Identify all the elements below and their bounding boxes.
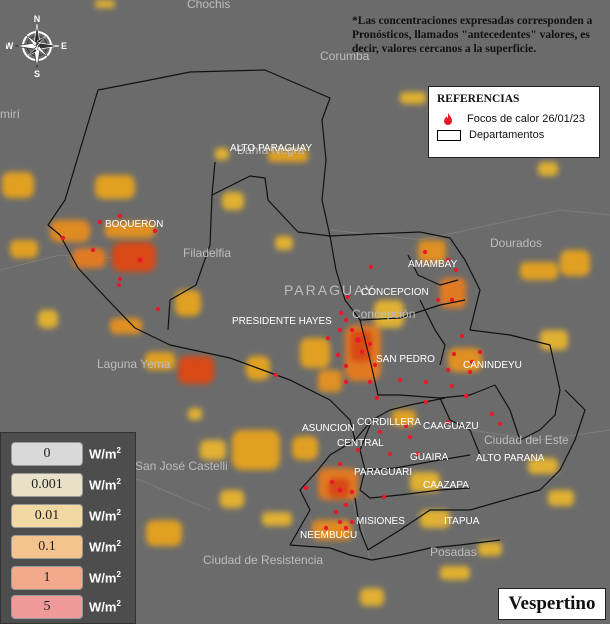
- place-paraguay: PARAGUAY: [284, 282, 376, 298]
- place-resistencia: Ciudad de Resistencia: [203, 553, 323, 567]
- basemap-labels: Chochis Corumba mirí Bahía Negra Filadel…: [0, 0, 569, 567]
- legend-unit-1: W/m2: [89, 477, 121, 493]
- legend-unit-3: W/m2: [89, 539, 121, 555]
- legend-level-4: 1: [11, 566, 83, 590]
- dept-guaira: GUAIRA: [410, 452, 449, 463]
- dept-asuncion: ASUNCION: [302, 423, 355, 434]
- legend-level-3: 0.1: [11, 535, 83, 559]
- legend-level-1: 0.001: [11, 473, 83, 497]
- references-box: REFERENCIAS Focos de calor 26/01/23 Depa…: [428, 86, 600, 158]
- dept-alto-paraguay: ALTO PARAGUAY: [230, 143, 312, 154]
- compass-e: E: [61, 41, 67, 51]
- dept-central: CENTRAL: [337, 438, 384, 449]
- place-mirim: mirí: [0, 107, 21, 121]
- dept-boqueron: BOQUERON: [105, 219, 163, 230]
- place-ciudad-del-este: Ciudad del Este: [484, 433, 569, 447]
- reference-fire-label: Focos de calor 26/01/23: [467, 113, 586, 125]
- place-concepcion: Concepción: [352, 307, 415, 321]
- fire-icon: [437, 113, 459, 125]
- place-corumba: Corumba: [320, 49, 370, 63]
- place-chochis: Chochis: [187, 0, 230, 11]
- legend-level-2: 0.01: [11, 504, 83, 528]
- dept-itapua: ITAPUA: [444, 516, 480, 527]
- place-laguna-yema: Laguna Yema: [97, 357, 171, 371]
- dept-neembucu: NEEMBUCU: [300, 530, 357, 541]
- place-san-jose-castelli: San José Castelli: [135, 459, 228, 473]
- place-dourados: Dourados: [490, 236, 542, 250]
- reference-departments: Departamentos: [437, 127, 591, 143]
- legend-level-0: 0: [11, 442, 83, 466]
- dept-alto-parana: ALTO PARANA: [476, 453, 545, 464]
- dept-presidente-hayes: PRESIDENTE HAYES: [232, 316, 332, 327]
- dept-concepcion: CONCEPCION: [361, 287, 429, 298]
- department-swatch: [437, 129, 461, 141]
- reference-departments-label: Departamentos: [469, 129, 545, 141]
- legend-unit-0: W/m2: [89, 446, 121, 462]
- dept-cordillera: CORDILLERA: [357, 417, 421, 428]
- dept-misiones: MISIONES: [356, 516, 405, 527]
- dept-paraguari: PARAGUARI: [354, 467, 412, 478]
- department-labels: ALTO PARAGUAY BOQUERON PRESIDENTE HAYES …: [105, 143, 545, 541]
- place-posadas: Posadas: [430, 545, 477, 559]
- dept-caazapa: CAAZAPA: [423, 480, 469, 491]
- compass-s: S: [34, 69, 40, 78]
- legend-unit-4: W/m2: [89, 570, 121, 586]
- fire-hotspots: [60, 213, 503, 531]
- legend-unit-2: W/m2: [89, 508, 121, 524]
- dept-amambay: AMAMBAY: [408, 259, 458, 270]
- dept-san-pedro: SAN PEDRO: [376, 354, 435, 365]
- compass-rose: N S W E: [5, 12, 68, 79]
- forecast-note: *Las concentraciones expresadas correspo…: [352, 15, 593, 55]
- place-bahia-negra: Bahía Negra: [237, 143, 305, 157]
- period-label: Vespertino: [498, 588, 606, 620]
- compass-w: W: [6, 41, 14, 51]
- legend-level-5: 5: [11, 595, 83, 619]
- heat-layer: [2, 0, 590, 606]
- compass-n: N: [34, 14, 41, 24]
- dept-caaguazu: CAAGUAZU: [423, 421, 479, 432]
- department-boundaries: [47, 69, 586, 561]
- references-title: REFERENCIAS: [437, 93, 520, 105]
- dept-canindeyu: CANINDEYU: [463, 360, 522, 371]
- reference-fire: Focos de calor 26/01/23: [437, 111, 591, 127]
- power-legend: 0 W/m2 0.001 W/m2 0.01 W/m2 0.1 W/m2 1 W…: [0, 432, 136, 624]
- legend-unit-5: W/m2: [89, 599, 121, 615]
- place-filadelfia: Filadelfia: [183, 246, 231, 260]
